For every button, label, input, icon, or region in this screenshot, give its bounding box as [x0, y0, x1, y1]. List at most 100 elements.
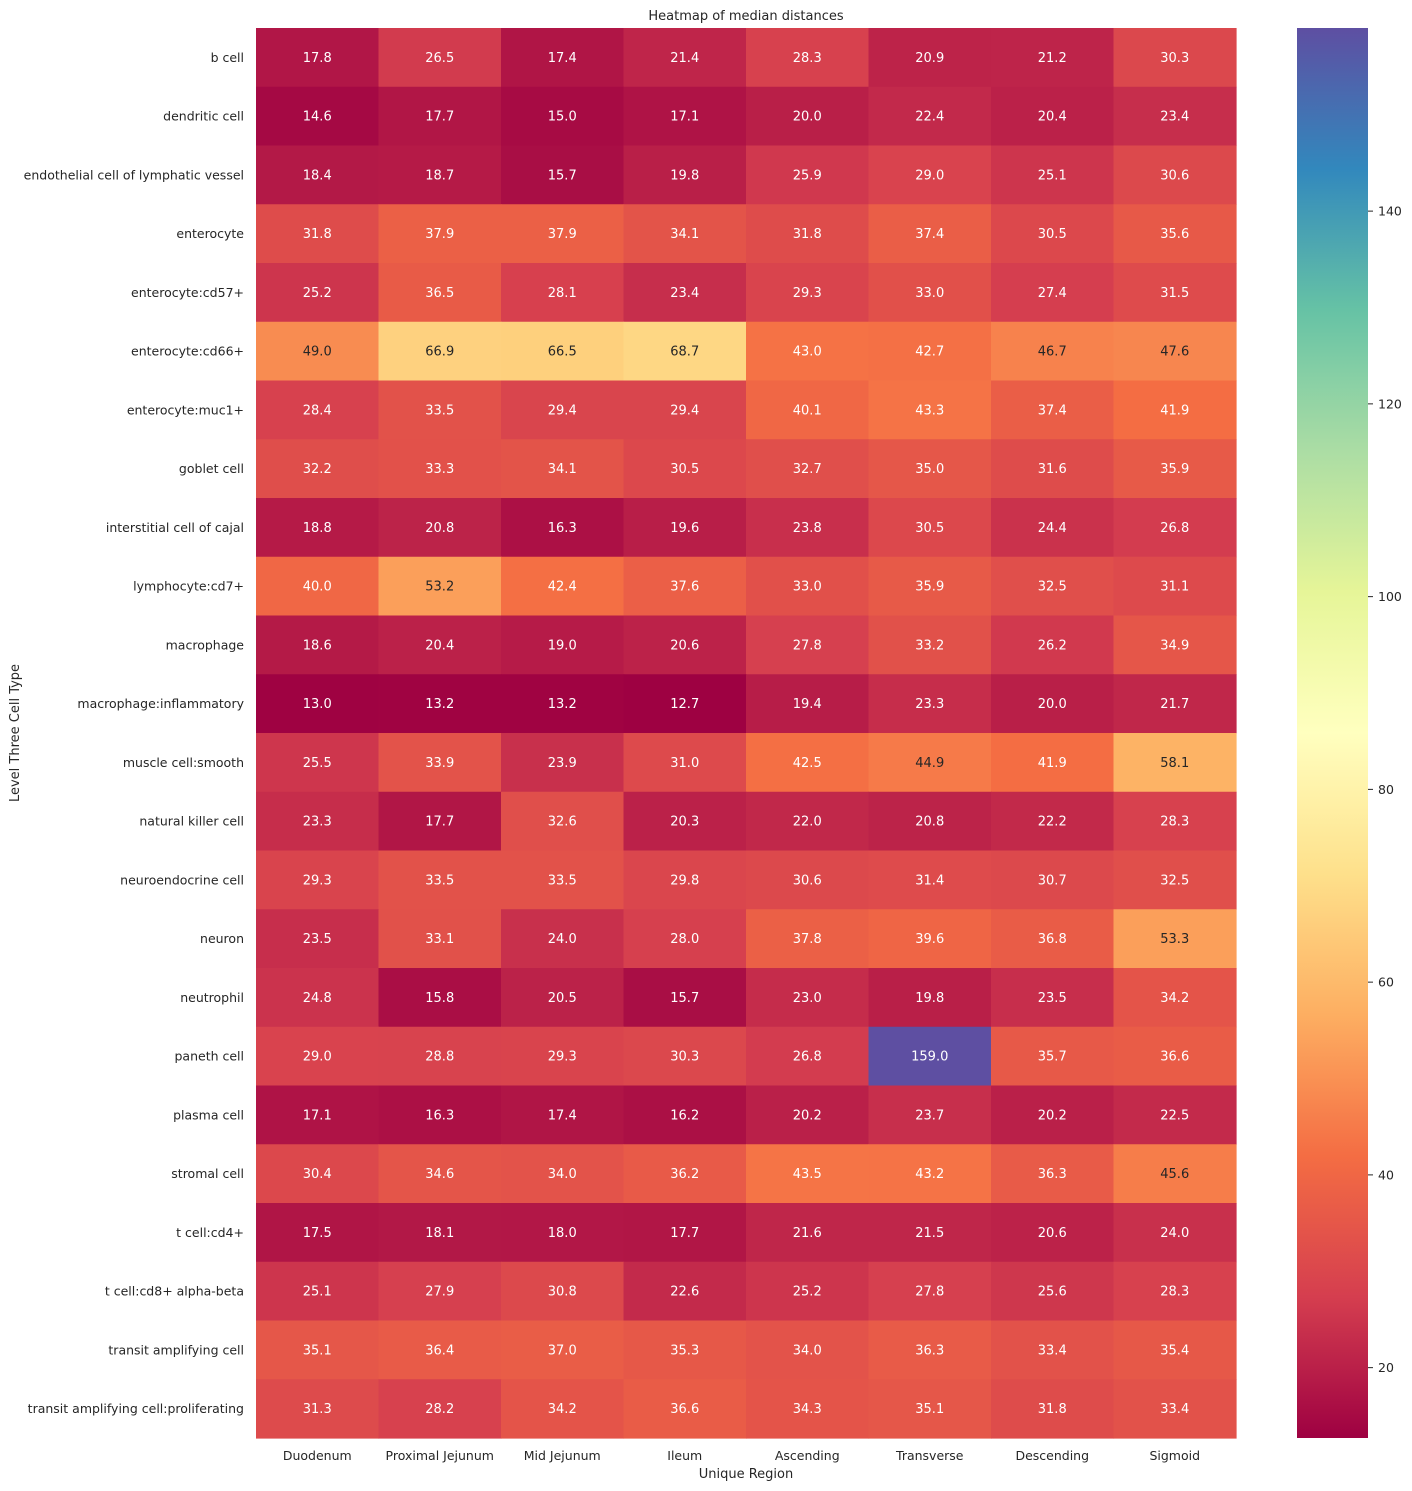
heatmap-cell [623, 674, 747, 734]
heatmap-cell [868, 1144, 992, 1204]
heatmap-cell [991, 380, 1115, 440]
y-tick-label: transit amplifying cell [108, 1342, 244, 1357]
cell-value-label: 37.9 [548, 227, 577, 242]
heatmap-cell [868, 145, 992, 205]
y-tick-label: t cell:cd8+ alpha-beta [105, 1284, 244, 1299]
cell-value-label: 30.6 [1160, 168, 1189, 183]
cell-value-label: 41.9 [1160, 403, 1189, 418]
cell-value-label: 36.8 [1038, 932, 1067, 947]
heatmap-cell [378, 1261, 502, 1322]
heatmap-cell [623, 321, 747, 382]
cell-value-label: 32.5 [1038, 580, 1067, 595]
cell-value-label: 30.3 [1160, 51, 1189, 66]
cell-value-label: 29.3 [548, 1050, 577, 1065]
cell-value-label: 37.9 [425, 227, 454, 242]
heatmap-cell [623, 615, 747, 675]
cell-value-label: 27.4 [1038, 286, 1067, 301]
cell-value-label: 34.9 [1160, 638, 1189, 653]
cell-value-label: 30.7 [1038, 873, 1067, 888]
heatmap-cell [623, 204, 747, 264]
heatmap-cell [746, 615, 870, 675]
cell-value-label: 40.1 [793, 403, 822, 418]
cell-value-label: 20.2 [793, 1108, 822, 1123]
cell-value-label: 19.0 [548, 638, 577, 653]
heatmap-cell [746, 1085, 870, 1145]
heatmap-cell [868, 556, 992, 617]
cell-value-label: 43.3 [915, 403, 944, 418]
cell-value-label: 25.2 [793, 1285, 822, 1300]
heatmap-cell [868, 439, 992, 499]
heatmap-cell [746, 850, 870, 910]
heatmap-cell [991, 1379, 1115, 1439]
cell-value-label: 18.1 [425, 1226, 454, 1241]
heatmap-cell [623, 1379, 747, 1439]
cell-value-label: 30.4 [303, 1167, 332, 1182]
cell-value-label: 16.2 [670, 1108, 699, 1123]
cell-value-label: 24.0 [548, 932, 577, 947]
cell-value-label: 22.2 [1038, 815, 1067, 830]
cell-value-label: 17.4 [548, 51, 577, 66]
heatmap-cell [623, 1144, 747, 1204]
y-tick-label: dendritic cell [163, 109, 244, 124]
cell-value-label: 20.6 [670, 638, 699, 653]
cell-value-label: 27.9 [425, 1285, 454, 1300]
heatmap-cell [256, 204, 380, 264]
cell-value-label: 18.6 [303, 638, 332, 653]
y-tick-label: natural killer cell [139, 814, 244, 829]
heatmap-cell [501, 439, 625, 499]
chart-title: Heatmap of median distances [648, 9, 843, 24]
cell-value-label: 23.9 [548, 756, 577, 771]
y-tick-label: neuroendocrine cell [120, 872, 244, 887]
heatmap-cell [1113, 498, 1237, 558]
cell-value-label: 36.5 [425, 286, 454, 301]
heatmap-cell [868, 1261, 992, 1322]
heatmap-cell [868, 733, 992, 793]
cell-value-label: 20.3 [670, 815, 699, 830]
heatmap-cell [623, 1203, 747, 1263]
heatmap-cell [1113, 263, 1237, 323]
cell-value-label: 35.6 [1160, 227, 1189, 242]
heatmap-cell [868, 380, 992, 440]
heatmap-cell [623, 968, 747, 1028]
heatmap-cell [1113, 86, 1237, 147]
x-axis-tick-labels: Duodenum Proximal Jejunum Mid Jejunum Ileum… [283, 1448, 1200, 1463]
heatmap-cell [256, 1085, 380, 1145]
cell-value-label: 24.4 [1038, 521, 1067, 536]
colorbar-tick-label: 80 [1378, 782, 1394, 797]
heatmap-cell [1113, 909, 1237, 969]
cell-value-label: 29.4 [548, 403, 577, 418]
heatmap-cell [746, 909, 870, 969]
cell-value-label: 17.7 [425, 815, 454, 830]
cell-value-label: 18.4 [303, 168, 332, 183]
heatmap-cell [868, 263, 992, 323]
heatmap-cell [991, 439, 1115, 499]
heatmap-cell [1113, 674, 1237, 734]
cell-value-label: 25.1 [303, 1285, 332, 1300]
heatmap-cell [868, 1379, 992, 1439]
cell-value-label: 33.1 [425, 932, 454, 947]
cell-value-label: 29.3 [793, 286, 822, 301]
heatmap-cell [256, 1320, 380, 1380]
cell-value-label: 20.0 [1038, 697, 1067, 712]
cell-value-label: 20.6 [1038, 1226, 1067, 1241]
heatmap-cell [746, 321, 870, 382]
cell-value-label: 16.3 [425, 1108, 454, 1123]
cell-value-label: 29.0 [915, 168, 944, 183]
cell-value-label: 23.8 [793, 521, 822, 536]
cell-value-label: 26.8 [1160, 521, 1189, 536]
heatmap-cell [1113, 204, 1237, 264]
cell-value-label: 17.5 [303, 1226, 332, 1241]
cell-value-label: 43.0 [793, 345, 822, 360]
cell-value-label: 37.4 [915, 227, 944, 242]
heatmap-cell [868, 968, 992, 1028]
cell-value-label: 35.4 [1160, 1343, 1189, 1358]
heatmap-cell [378, 321, 502, 382]
heatmap-cell [623, 145, 747, 205]
heatmap-cell [378, 1144, 502, 1204]
cell-value-label: 28.3 [1160, 1285, 1189, 1300]
cell-value-label: 29.0 [303, 1050, 332, 1065]
heatmap-cell [1113, 1379, 1237, 1439]
heatmap-cell [991, 1261, 1115, 1322]
heatmap-cell [746, 1261, 870, 1322]
heatmap-cell [746, 263, 870, 323]
